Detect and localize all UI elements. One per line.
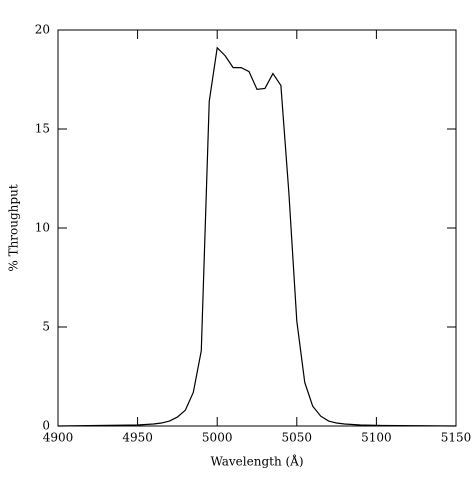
x-tick-label: 5000 — [202, 431, 233, 445]
x-tick-label: 5050 — [282, 431, 313, 445]
series-line — [57, 46, 457, 427]
y-tick-label: 20 — [35, 23, 50, 37]
y-tick-label: 0 — [42, 419, 50, 433]
y-tick-label: 5 — [42, 320, 50, 334]
y-axis-label: % Throughput — [7, 184, 21, 271]
y-tick-label: 15 — [35, 122, 50, 136]
y-tick-label: 10 — [35, 221, 50, 235]
x-tick-label: 4900 — [43, 431, 74, 445]
x-tick-label: 4950 — [122, 431, 153, 445]
x-tick-label: 5150 — [441, 431, 472, 445]
x-tick-label: 5100 — [361, 431, 392, 445]
x-axis-label: Wavelength (Å) — [210, 454, 303, 469]
